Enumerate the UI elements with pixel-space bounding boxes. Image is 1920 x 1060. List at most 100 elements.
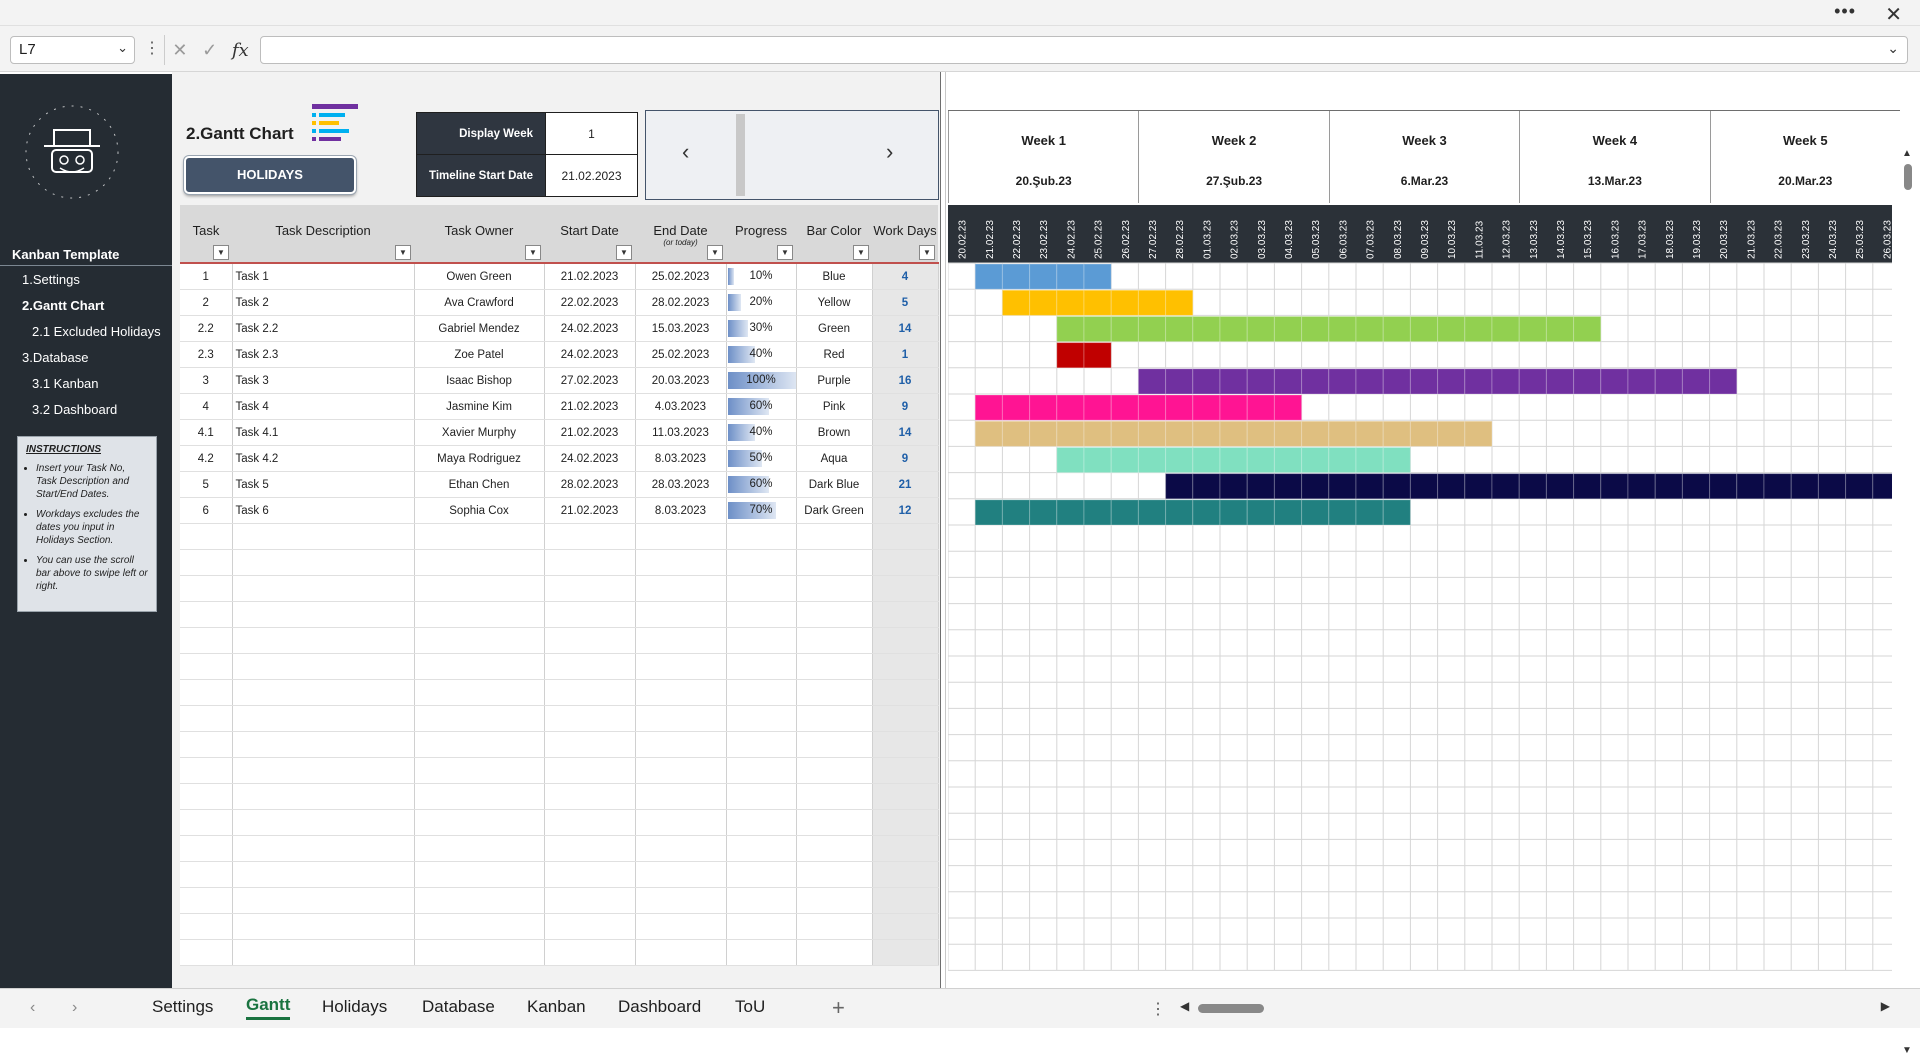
- cell-work-days[interactable]: [872, 549, 939, 576]
- cell-task-owner[interactable]: Zoe Patel: [414, 341, 545, 368]
- cell-work-days[interactable]: 9: [872, 445, 939, 472]
- cell-progress[interactable]: 100%: [726, 367, 797, 394]
- cell-bar-color[interactable]: [796, 549, 873, 576]
- cell-start-date[interactable]: [544, 783, 636, 810]
- check-icon[interactable]: ✓: [202, 39, 218, 60]
- cell-task-owner[interactable]: Gabriel Mendez: [414, 315, 545, 342]
- cell-task-owner[interactable]: [414, 757, 545, 784]
- cancel-icon[interactable]: ✕: [172, 39, 188, 60]
- cell-progress[interactable]: [726, 575, 797, 602]
- horizontal-scrollbar[interactable]: ◀ ▶: [1178, 999, 1892, 1019]
- cell-task-description[interactable]: [232, 705, 415, 732]
- nav-excluded-holidays[interactable]: 2.1 Excluded Holidays: [32, 324, 161, 339]
- tab-holidays[interactable]: Holidays: [322, 997, 388, 1016]
- cell-task[interactable]: [180, 913, 233, 940]
- cell-bar-color[interactable]: [796, 601, 873, 628]
- cell-start-date[interactable]: 21.02.2023: [544, 263, 636, 290]
- cell-task[interactable]: [180, 757, 233, 784]
- cell-end-date[interactable]: [635, 575, 727, 602]
- cell-end-date[interactable]: 8.03.2023: [635, 497, 727, 524]
- cell-end-date[interactable]: [635, 731, 727, 758]
- cell-task-description[interactable]: [232, 913, 415, 940]
- cell-task[interactable]: [180, 601, 233, 628]
- cell-progress[interactable]: [726, 783, 797, 810]
- cell-task-description[interactable]: Task 1: [232, 263, 415, 290]
- cell-work-days[interactable]: 14: [872, 419, 939, 446]
- cell-start-date[interactable]: 21.02.2023: [544, 419, 636, 446]
- filter-dropdown-icon[interactable]: ▼: [395, 245, 411, 260]
- cell-task-description[interactable]: Task 2: [232, 289, 415, 316]
- cell-start-date[interactable]: 27.02.2023: [544, 367, 636, 394]
- cell-task[interactable]: 2.2: [180, 315, 233, 342]
- cell-bar-color[interactable]: Pink: [796, 393, 873, 420]
- cell-work-days[interactable]: [872, 939, 939, 966]
- cell-bar-color[interactable]: Red: [796, 341, 873, 368]
- cell-progress[interactable]: [726, 523, 797, 550]
- cell-bar-color[interactable]: [796, 939, 873, 966]
- scroll-up-icon[interactable]: ▲: [1902, 148, 1912, 159]
- cell-end-date[interactable]: [635, 523, 727, 550]
- cell-work-days[interactable]: [872, 679, 939, 706]
- cell-end-date[interactable]: [635, 653, 727, 680]
- cell-progress[interactable]: 70%: [726, 497, 797, 524]
- cell-task-owner[interactable]: [414, 705, 545, 732]
- cell-start-date[interactable]: [544, 679, 636, 706]
- cell-task-owner[interactable]: [414, 861, 545, 888]
- cell-task-owner[interactable]: [414, 679, 545, 706]
- cell-start-date[interactable]: 24.02.2023: [544, 341, 636, 368]
- cell-start-date[interactable]: [544, 549, 636, 576]
- scroll-down-icon[interactable]: ▼: [1902, 1045, 1912, 1056]
- cell-start-date[interactable]: [544, 757, 636, 784]
- filter-dropdown-icon[interactable]: ▼: [853, 245, 869, 260]
- cell-task[interactable]: 2: [180, 289, 233, 316]
- cell-task-description[interactable]: [232, 731, 415, 758]
- cell-task-owner[interactable]: [414, 809, 545, 836]
- cell-task-description[interactable]: [232, 783, 415, 810]
- cell-work-days[interactable]: [872, 601, 939, 628]
- cell-end-date[interactable]: [635, 939, 727, 966]
- cell-progress[interactable]: [726, 653, 797, 680]
- cell-task[interactable]: [180, 809, 233, 836]
- prev-week-button[interactable]: ‹: [682, 139, 690, 164]
- cell-progress[interactable]: 30%: [726, 315, 797, 342]
- cell-start-date[interactable]: [544, 523, 636, 550]
- vertical-scroll-thumb[interactable]: [1904, 164, 1912, 190]
- cell-task-owner[interactable]: Ethan Chen: [414, 471, 545, 498]
- cell-progress[interactable]: [726, 627, 797, 654]
- next-sheet-icon[interactable]: ›: [72, 999, 78, 1016]
- cell-work-days[interactable]: [872, 705, 939, 732]
- cell-work-days[interactable]: [872, 913, 939, 940]
- cell-task-description[interactable]: Task 5: [232, 471, 415, 498]
- cell-bar-color[interactable]: Purple: [796, 367, 873, 394]
- cell-end-date[interactable]: [635, 601, 727, 628]
- filter-dropdown-icon[interactable]: ▼: [919, 245, 935, 260]
- formula-bar-menu-icon[interactable]: ⋮: [144, 40, 160, 57]
- cell-task[interactable]: [180, 861, 233, 888]
- cell-end-date[interactable]: [635, 783, 727, 810]
- cell-start-date[interactable]: 21.02.2023: [544, 497, 636, 524]
- timeline-start-input[interactable]: 21.02.2023: [545, 154, 638, 197]
- cell-task-description[interactable]: [232, 601, 415, 628]
- cell-progress[interactable]: [726, 549, 797, 576]
- scroll-right-icon[interactable]: ▶: [1880, 999, 1890, 1013]
- cell-bar-color[interactable]: [796, 887, 873, 914]
- cell-task-description[interactable]: Task 2.3: [232, 341, 415, 368]
- cell-end-date[interactable]: 25.02.2023: [635, 341, 727, 368]
- cell-work-days[interactable]: [872, 783, 939, 810]
- cell-end-date[interactable]: [635, 679, 727, 706]
- cell-task-owner[interactable]: [414, 653, 545, 680]
- cell-start-date[interactable]: 24.02.2023: [544, 315, 636, 342]
- name-box[interactable]: L7 ⌄: [10, 36, 135, 64]
- cell-task[interactable]: [180, 939, 233, 966]
- cell-task-owner[interactable]: Owen Green: [414, 263, 545, 290]
- tab-gantt[interactable]: Gantt: [246, 995, 291, 1020]
- cell-start-date[interactable]: [544, 939, 636, 966]
- nav-gantt-chart[interactable]: 2.Gantt Chart: [22, 298, 105, 313]
- cell-work-days[interactable]: [872, 627, 939, 654]
- cell-work-days[interactable]: [872, 887, 939, 914]
- cell-task-description[interactable]: [232, 575, 415, 602]
- cell-task-owner[interactable]: Ava Crawford: [414, 289, 545, 316]
- cell-work-days[interactable]: 4: [872, 263, 939, 290]
- cell-task[interactable]: [180, 731, 233, 758]
- cell-task-description[interactable]: [232, 887, 415, 914]
